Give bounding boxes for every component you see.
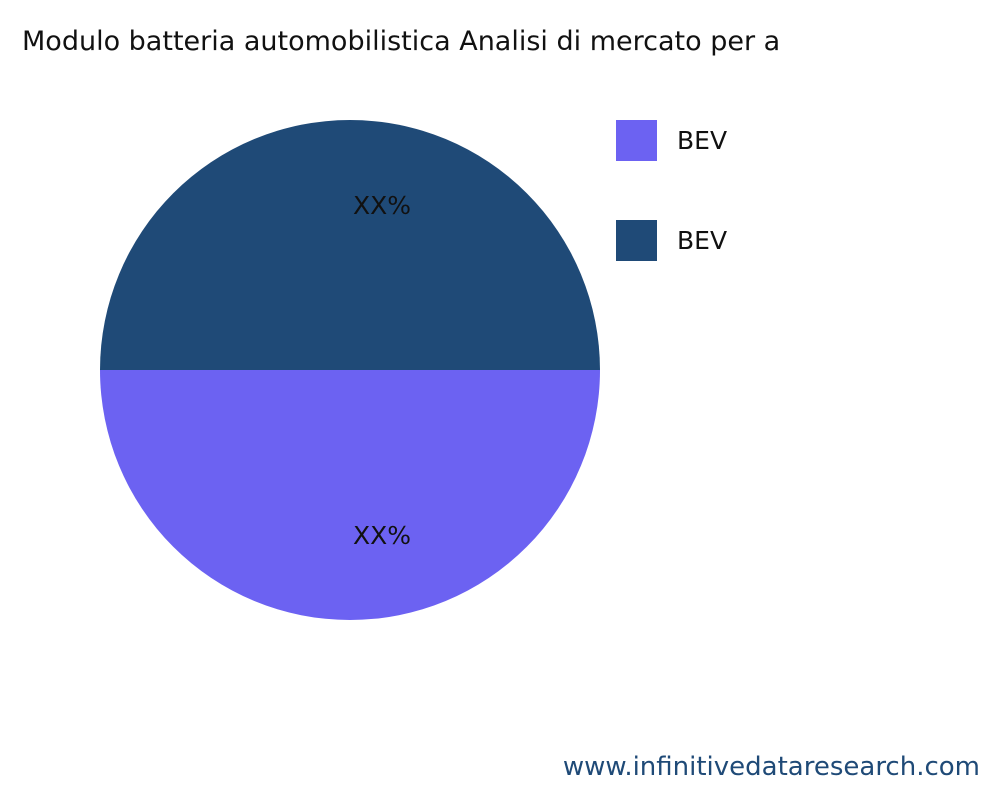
legend-item[interactable]: BEV: [616, 220, 727, 261]
chart-title: Modulo batteria automobilistica Analisi …: [22, 26, 781, 57]
legend-swatch: [616, 120, 657, 161]
slice-data-label: XX%: [353, 521, 411, 550]
pie-slice[interactable]: [100, 120, 600, 370]
legend-label: BEV: [677, 126, 728, 155]
legend-swatch: [616, 220, 657, 261]
slice-data-label: XX%: [353, 191, 411, 220]
legend-item[interactable]: BEV: [616, 120, 727, 161]
pie-slice[interactable]: [100, 370, 600, 620]
footer-url: www.infinitivedataresearch.com: [562, 752, 980, 782]
legend-label: BEV: [677, 226, 728, 255]
